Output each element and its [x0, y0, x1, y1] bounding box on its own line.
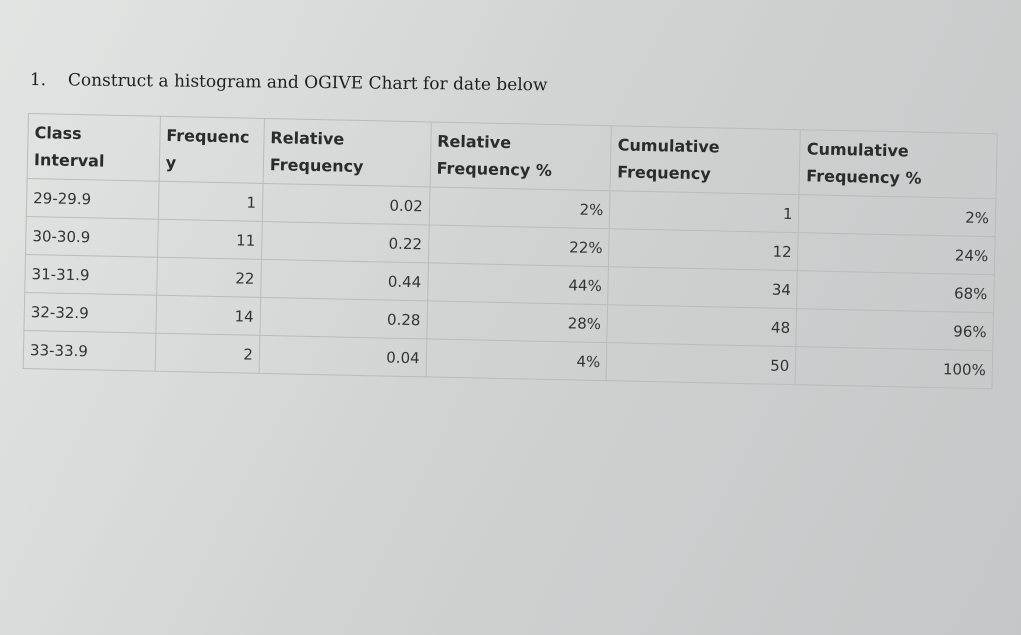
question-text: Construct a histogram and OGIVE Chart fo…: [67, 70, 548, 96]
header-frequency: Frequenc y: [158, 116, 265, 184]
cell-cumulative-frequency-percent: 96%: [796, 308, 994, 351]
cell-class-interval: 29-29.9: [26, 178, 159, 220]
cell-relative-frequency: 0.28: [259, 297, 428, 339]
cell-frequency: 22: [156, 257, 262, 298]
cell-relative-frequency: 0.44: [260, 259, 429, 301]
frequency-table-container: Class Interval Frequenc y Relative Frequenc…: [23, 113, 998, 389]
cell-frequency: 2: [154, 333, 260, 374]
cell-frequency: 11: [157, 219, 263, 260]
cell-cumulative-frequency: 48: [607, 304, 798, 347]
question-number: 1.: [29, 70, 47, 91]
cell-class-interval: 32-32.9: [23, 292, 157, 334]
cell-frequency: 1: [158, 181, 263, 222]
header-relative-frequency-percent: Relative Frequency %: [429, 121, 612, 191]
cell-cumulative-frequency-percent: 2%: [798, 194, 996, 237]
cell-cumulative-frequency: 34: [607, 266, 798, 309]
cell-relative-frequency-percent: 28%: [426, 300, 608, 343]
cell-class-interval: 33-33.9: [23, 330, 156, 372]
cell-relative-frequency-percent: 22%: [428, 224, 610, 267]
header-class-interval: Class Interval: [27, 113, 161, 182]
cell-relative-frequency: 0.02: [262, 183, 430, 225]
cell-cumulative-frequency-percent: 24%: [797, 232, 996, 275]
cell-relative-frequency-percent: 2%: [428, 186, 611, 229]
cell-cumulative-frequency: 50: [606, 342, 797, 385]
question-line: 1. Construct a histogram and OGIVE Chart …: [30, 70, 548, 95]
cell-cumulative-frequency-percent: 68%: [797, 270, 995, 313]
cell-cumulative-frequency-percent: 100%: [795, 346, 993, 389]
header-cumulative-frequency: Cumulative Frequency: [610, 125, 801, 195]
cell-relative-frequency-percent: 4%: [425, 338, 608, 381]
cell-relative-frequency: 0.04: [258, 335, 427, 377]
cell-cumulative-frequency: 1: [609, 190, 800, 233]
cell-class-interval: 30-30.9: [25, 216, 159, 258]
cell-frequency: 14: [155, 295, 261, 336]
frequency-table: Class Interval Frequenc y Relative Frequenc…: [23, 113, 998, 389]
cell-cumulative-frequency: 12: [608, 228, 799, 271]
cell-relative-frequency: 0.22: [261, 221, 429, 263]
cell-relative-frequency-percent: 44%: [427, 262, 609, 305]
header-relative-frequency: Relative Frequency: [262, 118, 432, 187]
header-cumulative-frequency-percent: Cumulative Frequency %: [799, 129, 998, 199]
cell-class-interval: 31-31.9: [24, 254, 158, 296]
